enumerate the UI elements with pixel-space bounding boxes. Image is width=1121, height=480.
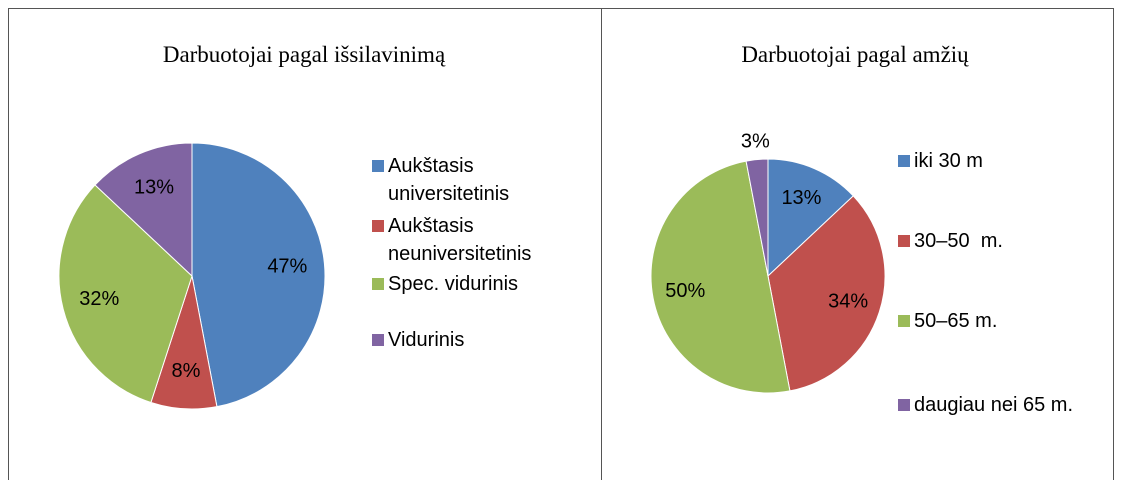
legend-label: Aukštasis universitetinis [388, 155, 510, 205]
legend-swatch [372, 220, 384, 232]
legend-swatch [898, 315, 910, 327]
legend-swatch [898, 399, 910, 411]
legend-label: 50–65 m. [914, 310, 998, 332]
legend-label: daugiau nei 65 m. [914, 394, 1074, 416]
legend-label: iki 30 m [914, 150, 983, 172]
data-label: 8% [172, 360, 201, 382]
pie-slice [191, 142, 326, 408]
legend-swatch [898, 155, 910, 167]
pie-slice [650, 160, 791, 394]
pie-slice [767, 195, 886, 392]
legend-label: Aukštasis neuniversitetinis [388, 215, 532, 265]
pie-slice [94, 142, 193, 278]
legend-label: Vidurinis [388, 329, 465, 351]
legend-label: 30–50 m. [914, 230, 1003, 252]
data-label: 34% [828, 290, 868, 312]
chart-title: Darbuotojai pagal išsilavinimą [163, 42, 446, 67]
data-label: 13% [134, 176, 174, 198]
data-label: 32% [79, 288, 119, 310]
pie-slice [58, 184, 193, 404]
legend-label: Spec. vidurinis [388, 273, 519, 295]
legend-swatch [898, 235, 910, 247]
chart-title: Darbuotojai pagal amžių [741, 42, 969, 67]
data-label: 50% [665, 280, 705, 302]
legend-swatch [372, 334, 384, 346]
legend-swatch [372, 160, 384, 172]
legend-swatch [372, 278, 384, 290]
data-label: 47% [267, 255, 307, 277]
frame [8, 8, 1114, 480]
data-label: 3% [741, 130, 770, 152]
pie-slice [767, 158, 854, 278]
data-label: 13% [781, 187, 821, 209]
pie-slice [745, 158, 769, 277]
